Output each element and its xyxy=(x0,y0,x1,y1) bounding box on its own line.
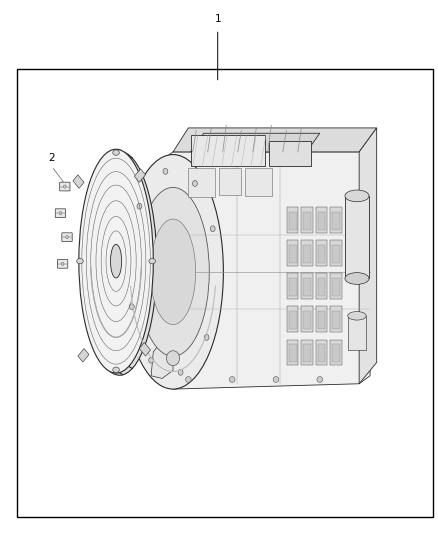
Ellipse shape xyxy=(345,190,369,201)
Ellipse shape xyxy=(186,376,191,383)
Text: 2: 2 xyxy=(48,152,55,163)
Bar xyxy=(139,343,151,356)
Ellipse shape xyxy=(77,259,83,264)
Ellipse shape xyxy=(148,357,153,363)
Bar xyxy=(316,207,327,233)
FancyBboxPatch shape xyxy=(57,260,68,268)
Bar xyxy=(289,278,297,296)
Ellipse shape xyxy=(66,236,68,239)
Ellipse shape xyxy=(348,311,366,320)
Ellipse shape xyxy=(61,262,64,265)
Bar xyxy=(330,340,342,365)
Ellipse shape xyxy=(59,212,62,215)
Bar xyxy=(318,245,325,263)
FancyBboxPatch shape xyxy=(62,233,72,241)
Polygon shape xyxy=(151,341,173,378)
Bar xyxy=(245,168,272,196)
Bar xyxy=(289,344,297,362)
Bar xyxy=(330,306,342,332)
Ellipse shape xyxy=(64,185,66,188)
Bar xyxy=(316,306,327,332)
Ellipse shape xyxy=(137,188,209,356)
Ellipse shape xyxy=(129,304,134,310)
Bar xyxy=(289,245,297,263)
Bar xyxy=(316,240,327,266)
Polygon shape xyxy=(173,128,377,152)
Polygon shape xyxy=(162,152,370,389)
Polygon shape xyxy=(191,133,320,152)
Bar xyxy=(287,273,298,299)
Bar xyxy=(301,240,313,266)
Bar xyxy=(287,240,298,266)
Bar xyxy=(318,311,325,329)
FancyBboxPatch shape xyxy=(60,182,70,191)
Bar xyxy=(303,245,311,263)
Bar xyxy=(332,278,340,296)
Ellipse shape xyxy=(166,351,180,366)
Bar xyxy=(73,175,84,188)
Ellipse shape xyxy=(123,155,223,389)
Ellipse shape xyxy=(345,273,369,285)
Bar xyxy=(330,207,342,233)
Ellipse shape xyxy=(113,367,119,373)
Bar xyxy=(332,344,340,362)
Bar xyxy=(289,212,297,230)
Ellipse shape xyxy=(82,151,157,375)
Bar xyxy=(219,168,241,195)
Bar xyxy=(301,273,313,299)
Ellipse shape xyxy=(204,335,209,341)
Ellipse shape xyxy=(150,219,196,325)
Bar xyxy=(332,311,340,329)
Bar xyxy=(345,196,369,278)
Bar xyxy=(188,168,215,197)
Ellipse shape xyxy=(110,244,122,278)
Bar xyxy=(269,141,311,166)
Bar xyxy=(316,340,327,365)
Ellipse shape xyxy=(317,376,322,383)
Ellipse shape xyxy=(149,259,155,264)
Bar xyxy=(287,306,298,332)
Bar xyxy=(348,316,366,351)
Ellipse shape xyxy=(79,149,153,373)
Bar xyxy=(17,69,433,517)
Bar xyxy=(301,340,313,365)
Bar xyxy=(318,344,325,362)
Ellipse shape xyxy=(178,369,183,375)
Ellipse shape xyxy=(137,203,142,209)
Bar xyxy=(301,306,313,332)
Ellipse shape xyxy=(193,181,198,187)
Bar xyxy=(318,278,325,296)
Ellipse shape xyxy=(163,168,168,174)
Bar xyxy=(78,349,89,362)
Ellipse shape xyxy=(210,226,215,232)
Bar xyxy=(303,344,311,362)
Bar xyxy=(303,278,311,296)
Bar xyxy=(332,212,340,230)
Bar xyxy=(318,212,325,230)
Bar xyxy=(301,207,313,233)
Bar xyxy=(316,273,327,299)
Ellipse shape xyxy=(273,376,279,383)
Bar xyxy=(303,311,311,329)
Bar xyxy=(287,340,298,365)
Bar xyxy=(303,212,311,230)
Bar xyxy=(134,169,145,182)
Bar xyxy=(289,311,297,329)
Text: 1: 1 xyxy=(214,14,221,24)
Ellipse shape xyxy=(113,150,119,155)
Polygon shape xyxy=(359,128,377,384)
Bar xyxy=(287,207,298,233)
Ellipse shape xyxy=(230,376,235,383)
Bar xyxy=(191,135,265,166)
FancyBboxPatch shape xyxy=(55,209,66,217)
Bar xyxy=(332,245,340,263)
Bar xyxy=(330,240,342,266)
Bar xyxy=(330,273,342,299)
